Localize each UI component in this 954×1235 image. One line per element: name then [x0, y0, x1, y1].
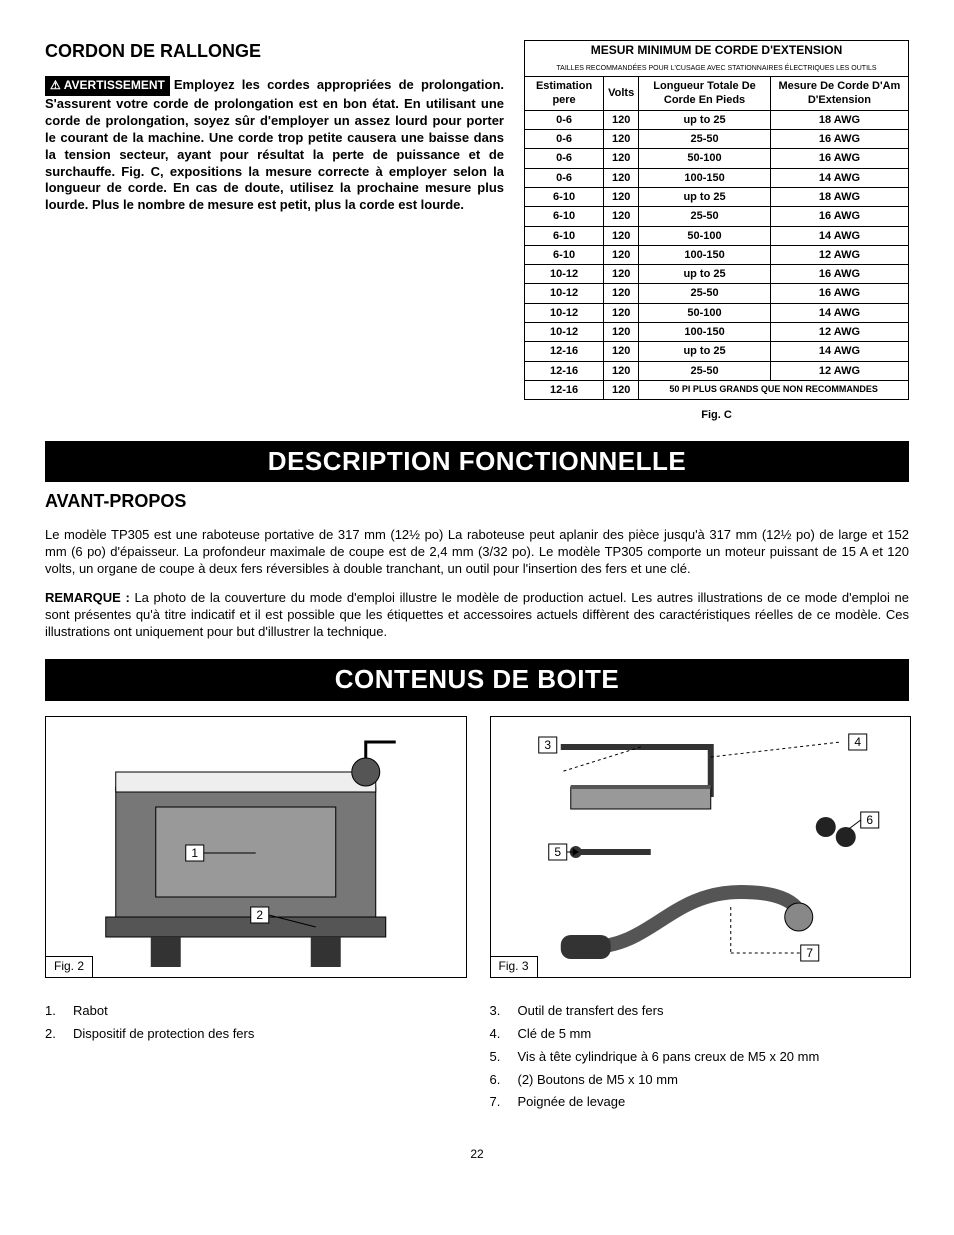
list-item: 7.Poignée de levage — [490, 1094, 910, 1111]
banner-description: DESCRIPTION FONCTIONNELLE — [45, 441, 909, 483]
svg-text:1: 1 — [191, 846, 198, 860]
table-row: 10-12120100-15012 AWG — [525, 323, 909, 342]
table-row: 6-1012050-10014 AWG — [525, 226, 909, 245]
banner-contents: CONTENUS DE BOITE — [45, 659, 909, 701]
table-row: 0-6120100-15014 AWG — [525, 168, 909, 187]
table-row: 6-10120100-15012 AWG — [525, 245, 909, 264]
desc-p2: REMARQUE : La photo de la couverture du … — [45, 590, 909, 641]
parts-list-left: 1.Rabot 2.Dispositif de protection des fe… — [45, 1003, 465, 1043]
table-row: 6-10120up to 2518 AWG — [525, 187, 909, 206]
table-caption: Fig. C — [524, 408, 909, 422]
list-item: 4.Clé de 5 mm — [490, 1026, 910, 1043]
table-title: MESUR MINIMUM DE CORDE D'EXTENSION TAILL… — [525, 41, 909, 77]
cord-paragraph: AVERTISSEMENTEmployez les cordes appropr… — [45, 76, 504, 214]
table-row: 10-1212050-10014 AWG — [525, 303, 909, 322]
list-item: 5.Vis à tête cylindrique à 6 pans creux … — [490, 1049, 910, 1066]
list-item: 6.(2) Boutons de M5 x 10 mm — [490, 1072, 910, 1089]
svg-text:5: 5 — [554, 845, 561, 859]
list-item: 3.Outil de transfert des fers — [490, 1003, 910, 1020]
table-row: 10-12120up to 2516 AWG — [525, 265, 909, 284]
cord-table: MESUR MINIMUM DE CORDE D'EXTENSION TAILL… — [524, 40, 909, 400]
table-row: 10-1212025-5016 AWG — [525, 284, 909, 303]
table-row: 0-612025-5016 AWG — [525, 130, 909, 149]
table-row: 12-1612025-5012 AWG — [525, 361, 909, 380]
svg-text:2: 2 — [256, 908, 263, 922]
svg-text:7: 7 — [806, 946, 813, 960]
svg-text:4: 4 — [854, 735, 861, 749]
page-number: 22 — [45, 1147, 909, 1163]
list-item: 2.Dispositif de protection des fers — [45, 1026, 465, 1043]
fig3-label: Fig. 3 — [490, 956, 538, 978]
parts-list-right: 3.Outil de transfert des fers 4.Clé de 5 … — [490, 1003, 910, 1111]
fig2-label: Fig. 2 — [45, 956, 93, 978]
svg-text:6: 6 — [866, 813, 873, 827]
cord-text: Employez les cordes appropriées de prolo… — [45, 77, 504, 212]
table-row: 12-16120up to 2514 AWG — [525, 342, 909, 361]
cord-heading: CORDON DE RALLONGE — [45, 40, 504, 63]
table-header-row: Estimation pere Volts Longueur Totale De… — [525, 77, 909, 111]
list-item: 1.Rabot — [45, 1003, 465, 1020]
table-row: 6-1012025-5016 AWG — [525, 207, 909, 226]
svg-text:3: 3 — [544, 738, 551, 752]
figure-2: 1 2 Fig. 2 — [45, 716, 465, 978]
avant-propos-heading: AVANT-PROPOS — [45, 490, 909, 513]
warning-icon: AVERTISSEMENT — [45, 76, 170, 96]
figure-3: 3 4 5 6 7 Fig. 3 — [490, 716, 910, 978]
desc-p1: Le modèle TP305 est une raboteuse portat… — [45, 527, 909, 578]
table-row: 0-6120up to 2518 AWG — [525, 110, 909, 129]
table-last-row: 12-16 120 50 PI PLUS GRANDS QUE NON RECO… — [525, 380, 909, 399]
table-row: 0-612050-10016 AWG — [525, 149, 909, 168]
